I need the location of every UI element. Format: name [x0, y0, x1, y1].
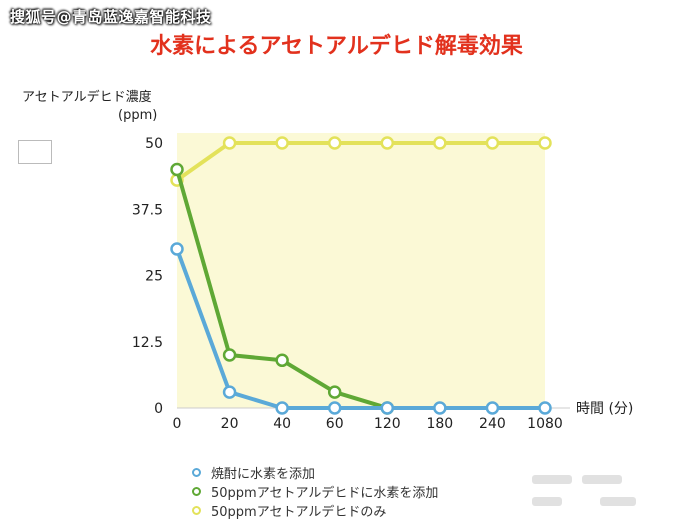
data-point-0	[170, 242, 184, 256]
watermark: 搜狐号@青岛蓝逸嘉智能科技	[10, 8, 212, 26]
y-tick-label: 0	[154, 401, 163, 417]
chart-title: 水素によるアセトアルデヒド解毒効果	[150, 34, 523, 59]
y-axis-label: アセトアルデヒド濃度	[22, 90, 152, 105]
data-point-1	[170, 162, 184, 177]
x-tick-label: 0	[173, 416, 182, 432]
blurred-watermark	[532, 497, 562, 506]
data-point-0	[433, 401, 447, 415]
legend-label-blue: 焼酎に水素を添加	[211, 467, 316, 482]
data-point-2	[222, 136, 237, 150]
legend: 焼酎に水素を添加 50ppmアセトアルデヒドに水素を添加 50ppmアセトアルデ…	[192, 463, 438, 520]
x-tick-label: 120	[374, 416, 401, 432]
data-point-0	[275, 401, 289, 415]
data-point-0	[485, 401, 500, 415]
legend-label-green: 50ppmアセトアルデヒドに水素を添加	[211, 486, 439, 501]
data-point-2	[275, 136, 289, 150]
legend-marker-blue	[192, 468, 201, 477]
series-line-2	[175, 141, 545, 182]
x-tick-label: 240	[479, 416, 506, 432]
data-point-2	[538, 136, 552, 150]
legend-marker-green	[192, 487, 201, 496]
x-tick-label: 40	[273, 416, 291, 432]
x-tick-label: 1080	[527, 416, 563, 432]
data-point-1	[222, 348, 237, 362]
data-point-2	[327, 136, 342, 150]
legend-label-yellow: 50ppmアセトアルデヒドのみ	[211, 505, 387, 520]
data-point-1	[275, 353, 289, 368]
legend-item-yellow: 50ppmアセトアルデヒドのみ	[192, 501, 438, 520]
blurred-watermark	[532, 475, 572, 484]
data-point-0	[538, 401, 552, 415]
decorative-box	[18, 140, 52, 164]
y-axis-unit: (ppm)	[118, 108, 158, 123]
blurred-watermark	[600, 497, 636, 506]
legend-item-blue: 焼酎に水素を添加	[192, 463, 438, 482]
y-tick-label: 25	[145, 269, 163, 285]
data-point-2	[485, 136, 500, 150]
data-point-1	[327, 385, 342, 399]
data-point-0	[222, 385, 237, 399]
legend-item-green: 50ppmアセトアルデヒドに水素を添加	[192, 482, 438, 501]
y-tick-label: 50	[145, 136, 163, 152]
data-point-2	[380, 136, 395, 150]
y-tick-label: 12.5	[132, 335, 163, 351]
series-line-0	[175, 248, 545, 410]
plot-background	[177, 133, 545, 408]
data-point-0	[327, 401, 342, 415]
data-point-2	[433, 136, 447, 150]
legend-marker-yellow	[192, 506, 201, 515]
x-axis-label: 時間 (分)	[576, 401, 634, 417]
x-tick-label: 180	[426, 416, 453, 432]
x-tick-label: 60	[326, 416, 344, 432]
x-tick-label: 20	[221, 416, 239, 432]
y-tick-label: 37.5	[132, 202, 163, 218]
blurred-watermark	[582, 475, 622, 484]
data-point-0	[380, 401, 395, 415]
